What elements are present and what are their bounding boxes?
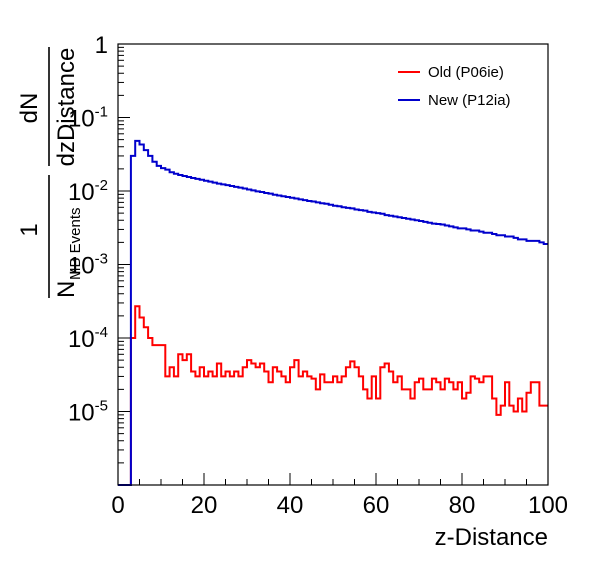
y-tick-base: 1	[95, 32, 108, 59]
series-line-old	[118, 305, 548, 486]
y-tick-base: 10	[68, 253, 95, 280]
y-title-fraction-denominator: dzDistance	[53, 48, 80, 167]
y-tick-label: 1	[95, 32, 108, 59]
series-layer	[118, 139, 548, 486]
x-tick-label: 40	[277, 492, 304, 519]
y-tick-exponent: -2	[95, 177, 108, 194]
y-tick-exponent: -3	[95, 251, 108, 268]
y-tick-exponent: -4	[95, 324, 108, 341]
x-tick-label: 60	[363, 492, 390, 519]
x-tick-label: 0	[111, 492, 124, 519]
y-tick-label: 10-4	[68, 324, 108, 353]
x-axis-title: z-Distance	[435, 524, 548, 551]
y-title-prefactor-subscript: MB Events	[67, 207, 84, 280]
x-tick-label: 100	[528, 492, 568, 519]
y-tick-exponent: -5	[95, 398, 108, 415]
y-tick-base: 10	[68, 106, 95, 133]
legend-label-new: New (P12ia)	[428, 92, 511, 109]
y-tick-base: 10	[68, 326, 95, 353]
legend: Old (P06ie) New (P12ia)	[398, 64, 511, 109]
x-tick-label: 20	[191, 492, 218, 519]
y-tick-label: 10-1	[68, 104, 108, 133]
y-title-fraction-numerator: dN	[16, 93, 43, 124]
y-title-prefactor-denominator: N	[53, 281, 80, 298]
y-tick-label: 10-2	[68, 177, 108, 206]
y-tick-base: 10	[68, 179, 95, 206]
y-tick-base: 10	[68, 400, 95, 427]
legend-label-old: Old (P06ie)	[428, 64, 504, 81]
x-tick-label: 80	[449, 492, 476, 519]
y-title-prefactor-numerator: 1	[16, 223, 43, 236]
y-axis-title: 1 N MB Events dN dzDistance	[16, 47, 84, 298]
y-tick-label: 10-5	[68, 398, 108, 427]
series-line-new	[118, 139, 548, 486]
y-tick-label: 10-3	[68, 251, 108, 280]
ticks-layer	[117, 43, 549, 486]
y-tick-exponent: -1	[95, 104, 108, 121]
